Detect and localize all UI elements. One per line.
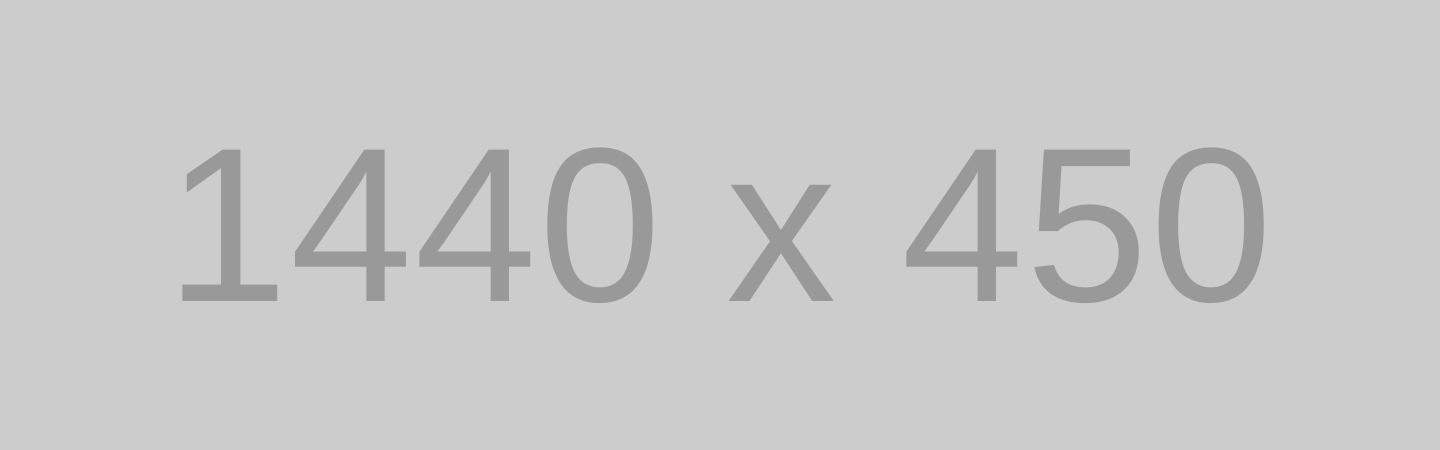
placeholder-dimensions-label: 1440 x 450 xyxy=(165,102,1275,348)
